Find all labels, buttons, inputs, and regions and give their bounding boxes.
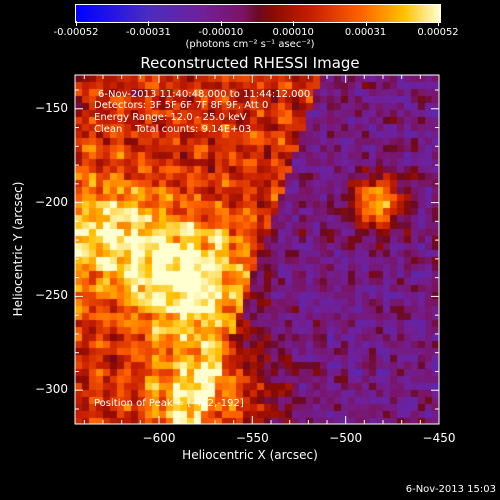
footer-timestamp: 6-Nov-2013 15:03 xyxy=(405,484,496,495)
colorbar-tick xyxy=(365,21,367,26)
x-tick-label: −600 xyxy=(142,431,176,445)
annotation-energy: Energy Range: 12.0 - 25.0 keV xyxy=(94,112,247,123)
x-tick-label: −500 xyxy=(329,431,363,445)
colorbar-tick xyxy=(438,21,439,26)
colorbar-tick xyxy=(76,21,77,26)
colorbar-tick-label: 0.00031 xyxy=(344,27,387,38)
colorbar-tick xyxy=(293,21,295,26)
colorbar-tick-label: 0.00010 xyxy=(272,27,314,38)
annotation-peak-position: Position of Peak = [-482,-192] xyxy=(94,398,244,409)
x-axis-label: Heliocentric X (arcsec) xyxy=(182,448,318,462)
colorbar-units: (photons cm⁻² s⁻¹ asec⁻²) xyxy=(185,39,315,50)
colorbar-tick-label: -0.00010 xyxy=(198,27,244,38)
colorbar-tick-label: -0.00031 xyxy=(125,27,171,38)
annotation-detectors: Detectors: 3F 5F 6F 7F 8F 9F, Att 0 xyxy=(94,100,269,111)
x-tick-label: −450 xyxy=(422,431,456,445)
y-tick-label: −150 xyxy=(35,100,68,115)
heatmap-image xyxy=(75,75,439,424)
colorbar-tick xyxy=(220,21,222,26)
y-tick-label: −300 xyxy=(35,382,68,397)
annotation-time-range: 6-Nov-2013 11:40:48.000 to 11:44:12.000 xyxy=(98,89,311,100)
x-tick-label: −550 xyxy=(235,431,269,445)
colorbar-tick-label: -0.00052 xyxy=(53,27,99,38)
plot-frame xyxy=(74,74,440,425)
colorbar-tick xyxy=(148,21,150,26)
y-tick-label: −250 xyxy=(35,288,68,303)
chart-title: Reconstructed RHESSI Image xyxy=(140,54,360,72)
annotation-clean: Clean Total counts: 9.14E+03 xyxy=(94,124,252,135)
y-tick-label: −200 xyxy=(35,194,68,209)
colorbar-tick-label: 0.00052 xyxy=(417,27,459,38)
colorbar xyxy=(75,4,441,23)
y-axis-label: Heliocentric Y (arcsec) xyxy=(11,181,25,317)
